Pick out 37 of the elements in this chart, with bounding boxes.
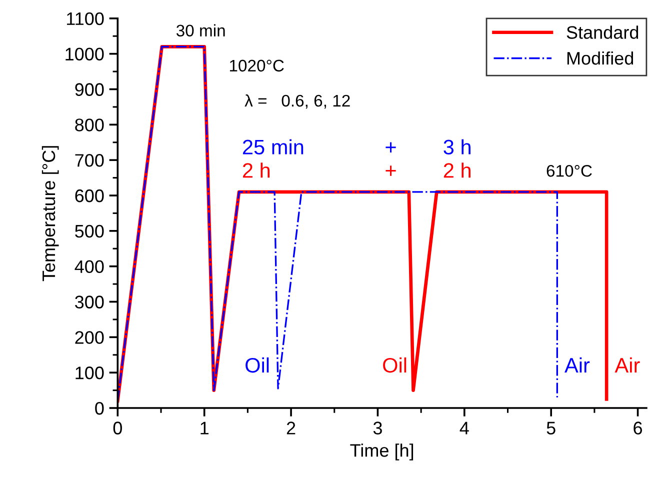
x-tick-label: 5 (546, 422, 556, 434)
y-tick-label: 900 (75, 83, 104, 96)
y-tick-label: 700 (75, 154, 104, 167)
y-tick-label: 200 (75, 331, 104, 344)
annotation: Oil (246, 357, 269, 373)
x-tick-label: 1 (200, 422, 208, 434)
annotation: 2 h (444, 162, 470, 178)
x-tick-label: 6 (634, 422, 642, 434)
y-tick-label: 1100 (67, 12, 104, 26)
y-tick-label: 0 (95, 402, 104, 415)
annotation: Air (614, 357, 640, 372)
x-tick-label: 3 (373, 422, 382, 434)
y-tick-label: 600 (75, 189, 104, 202)
x-axis-title: Time [h] (350, 444, 414, 460)
annotation: λ = 0.6, 6, 12 (244, 94, 350, 109)
y-axis-title: Temperature [°C] (42, 146, 59, 282)
y-tick-label: 300 (75, 296, 104, 308)
annotation: + (386, 166, 396, 176)
annotation: 1020°C (230, 60, 284, 72)
annotation: + (386, 142, 396, 152)
annotation: 30 min (176, 24, 225, 37)
x-tick-label: 0 (113, 422, 122, 434)
annotation: 3 h (444, 139, 470, 155)
annotation: Oil (383, 357, 406, 373)
legend-label: Modified (567, 51, 634, 65)
annotation: 25 min (242, 139, 304, 155)
legend-label: Standard (566, 26, 638, 39)
y-tick-label: 500 (75, 224, 104, 238)
annotation: Air (564, 357, 590, 372)
annotation: 610°C (546, 164, 592, 177)
y-tick-label: 400 (74, 260, 104, 274)
x-tick-label: 2 (286, 422, 296, 434)
y-tick-label: 800 (75, 118, 104, 132)
y-tick-label: 100 (76, 366, 104, 380)
x-tick-label: 4 (460, 422, 469, 434)
y-tick-label: 1000 (66, 48, 104, 61)
annotation: 2 h (242, 162, 270, 178)
